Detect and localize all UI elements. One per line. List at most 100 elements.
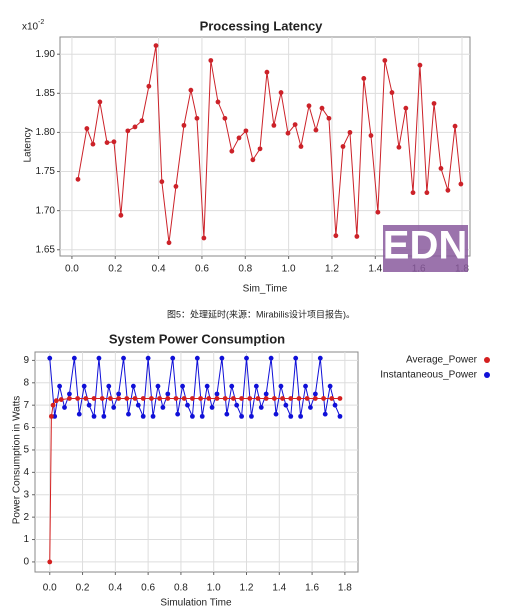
data-point [431, 101, 437, 106]
data-point [53, 398, 59, 404]
data-point [108, 396, 113, 401]
data-point [293, 355, 299, 361]
data-point [173, 183, 179, 189]
data-point [104, 140, 110, 145]
legend-marker [484, 357, 490, 363]
data-point [204, 383, 210, 389]
data-point [214, 391, 220, 397]
data-point [234, 402, 240, 408]
data-point [271, 396, 277, 401]
data-point [185, 402, 190, 408]
x-tick-label: 0.4 [152, 264, 166, 275]
data-point [199, 413, 205, 419]
y-tick-label: 3 [23, 489, 29, 500]
data-point [244, 355, 249, 361]
data-point [236, 135, 242, 141]
data-point [452, 123, 458, 129]
data-point [47, 559, 53, 565]
chart-title: Processing Latency [200, 18, 324, 33]
data-point [322, 411, 328, 417]
data-point [181, 122, 187, 128]
data-point [71, 355, 77, 361]
data-point [375, 209, 381, 215]
y-tick-label: 8 [23, 377, 29, 388]
data-point [81, 383, 87, 389]
data-point [253, 383, 259, 389]
data-point [424, 190, 430, 196]
data-point [396, 144, 402, 150]
data-point [132, 124, 138, 130]
data-point [326, 115, 332, 121]
data-point [273, 411, 279, 417]
x-tick-label: 1.4 [368, 264, 382, 275]
data-point [97, 99, 103, 105]
data-point [159, 179, 165, 185]
data-point [332, 402, 338, 408]
data-point [249, 413, 254, 419]
data-point [417, 62, 423, 68]
data-point [132, 396, 138, 401]
data-point [219, 355, 225, 361]
watermark: EDN [383, 224, 467, 268]
y-tick-label: 1.80 [36, 127, 56, 138]
data-point [239, 413, 244, 419]
x-tick-label: 0.8 [238, 264, 252, 275]
y-tick-label: 5 [23, 445, 29, 456]
data-point [389, 90, 395, 95]
y-tick-label: 1.65 [36, 244, 56, 255]
data-point [91, 396, 97, 401]
data-point [222, 396, 228, 401]
data-point [268, 355, 274, 361]
data-point [75, 396, 81, 401]
data-point [278, 383, 284, 389]
chart-title: System Power Consumption [109, 331, 285, 346]
data-point [224, 411, 230, 417]
data-point [403, 105, 409, 111]
x-tick-label: 0.8 [174, 583, 188, 594]
data-point [271, 122, 277, 128]
data-point [280, 396, 285, 401]
data-point [296, 396, 302, 401]
y-tick-label: 1.75 [36, 166, 56, 177]
data-point [149, 396, 154, 401]
data-point [382, 58, 388, 63]
data-point [292, 122, 298, 127]
data-point [243, 128, 249, 134]
data-point [75, 176, 81, 182]
data-point [116, 391, 122, 397]
x-tick-label: 1.0 [207, 583, 221, 594]
x-tick-label: 1.2 [240, 583, 254, 594]
data-point [321, 396, 326, 401]
data-point [83, 396, 89, 401]
data-point [124, 396, 130, 401]
data-point [99, 396, 105, 401]
x-tick-label: 1.6 [305, 583, 319, 594]
y-tick-label: 7 [23, 400, 29, 411]
y-tick-label: 6 [23, 422, 29, 433]
data-point [160, 405, 166, 410]
data-point [445, 187, 451, 193]
data-point [155, 383, 161, 389]
data-point [135, 402, 141, 408]
y-tick-label: 4 [23, 467, 29, 478]
data-point [150, 413, 156, 419]
data-point [327, 383, 333, 389]
data-point [139, 118, 145, 124]
x-tick-label: 0.0 [65, 264, 79, 275]
data-point [140, 396, 146, 401]
data-point [298, 413, 304, 419]
data-point [283, 402, 289, 408]
data-point [215, 99, 221, 105]
data-point [258, 405, 264, 410]
data-point [329, 396, 335, 401]
data-point [337, 413, 343, 419]
x-axis-label: Simulation Time [160, 598, 232, 609]
data-point [317, 355, 323, 361]
data-point [101, 413, 107, 419]
data-point [166, 240, 172, 246]
data-point [165, 396, 171, 401]
data-point [67, 396, 72, 401]
data-point [111, 139, 117, 145]
data-point [312, 396, 318, 401]
x-tick-label: 0.6 [195, 264, 209, 275]
